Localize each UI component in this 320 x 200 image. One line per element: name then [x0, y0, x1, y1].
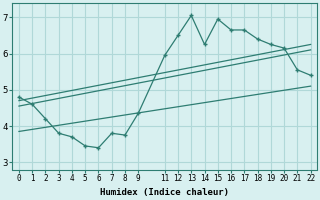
X-axis label: Humidex (Indice chaleur): Humidex (Indice chaleur) — [100, 188, 229, 197]
